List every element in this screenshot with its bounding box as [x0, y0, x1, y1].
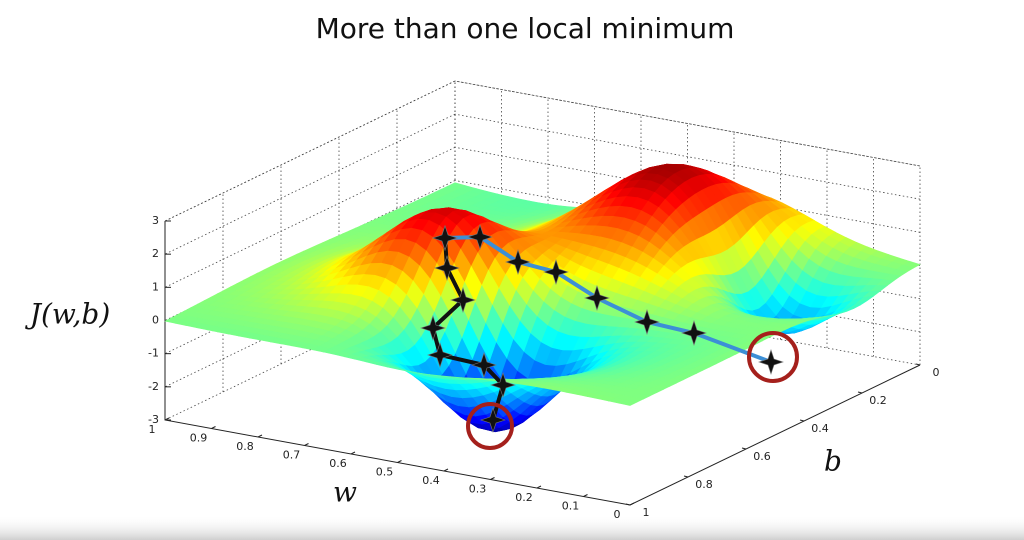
step-marker	[490, 372, 516, 398]
x-tick-label: 0.1	[562, 500, 580, 513]
grid-line	[164, 279, 456, 421]
z-tick-label: 2	[152, 247, 159, 260]
step-marker	[584, 285, 610, 311]
x-tick-label: 0.4	[422, 474, 440, 487]
step-marker	[480, 407, 506, 433]
z-tick-label: -3	[148, 413, 159, 426]
z-tick-label: 3	[152, 214, 159, 227]
y-axis-label: b	[824, 445, 842, 478]
step-marker	[420, 315, 446, 341]
y-tick-label: 1	[643, 506, 650, 519]
step-marker	[434, 255, 460, 281]
descent-paths	[420, 224, 799, 450]
z-tick-label: 1	[152, 280, 159, 293]
surface-patch	[618, 399, 638, 406]
grid-line	[454, 80, 921, 167]
minimum-circle	[747, 331, 799, 383]
minimum-circle	[466, 402, 514, 450]
step-marker	[432, 225, 458, 251]
y-tick-label: 0	[933, 366, 940, 379]
step-marker	[471, 352, 497, 378]
step-marker	[450, 287, 476, 313]
z-tick-label: -2	[148, 380, 159, 393]
descent-path-blue	[444, 234, 772, 364]
chart-title: More than one local minimum	[316, 12, 735, 45]
grid-line	[164, 113, 456, 255]
y-tick-label: 0.4	[811, 422, 829, 435]
y-tick-label: 0.8	[695, 478, 713, 491]
x-tick-label: 0.2	[515, 491, 533, 504]
step-marker	[467, 224, 493, 250]
step-marker	[758, 349, 784, 375]
x-tick-label: 0.3	[469, 483, 487, 496]
x-tick-label: 0.8	[236, 440, 254, 453]
step-marker	[543, 259, 569, 285]
step-marker	[427, 342, 453, 368]
x-axis-label: w	[333, 476, 357, 509]
x-tick-label: 0	[614, 508, 621, 521]
step-marker	[634, 309, 660, 335]
z-axis-label: J(w,b)	[25, 298, 111, 331]
grid-line	[454, 113, 921, 200]
x-tick-label: 0.6	[329, 457, 347, 470]
step-marker	[505, 249, 531, 275]
x-tick-label: 1	[149, 423, 156, 436]
z-tick-label: 0	[152, 314, 159, 327]
y-tick-label: 0.6	[753, 450, 771, 463]
labels: 1 0.9 0.8 0.7 0.6 0.5 0.4 0.3 0.2 0.1 0 0 0.2 0.4 0.6 0…	[148, 214, 939, 521]
x-tick-label: 0.7	[283, 449, 301, 462]
bottom-band	[0, 515, 1024, 540]
grid-line	[164, 146, 456, 288]
surface	[164, 163, 921, 433]
y-tick-label: 0.2	[869, 394, 887, 407]
step-marker	[681, 320, 707, 346]
z-tick-label: -1	[148, 347, 159, 360]
axis-edges	[164, 221, 921, 506]
x-tick-label: 0.5	[376, 466, 394, 479]
x-tick-label: 0.9	[190, 432, 208, 445]
